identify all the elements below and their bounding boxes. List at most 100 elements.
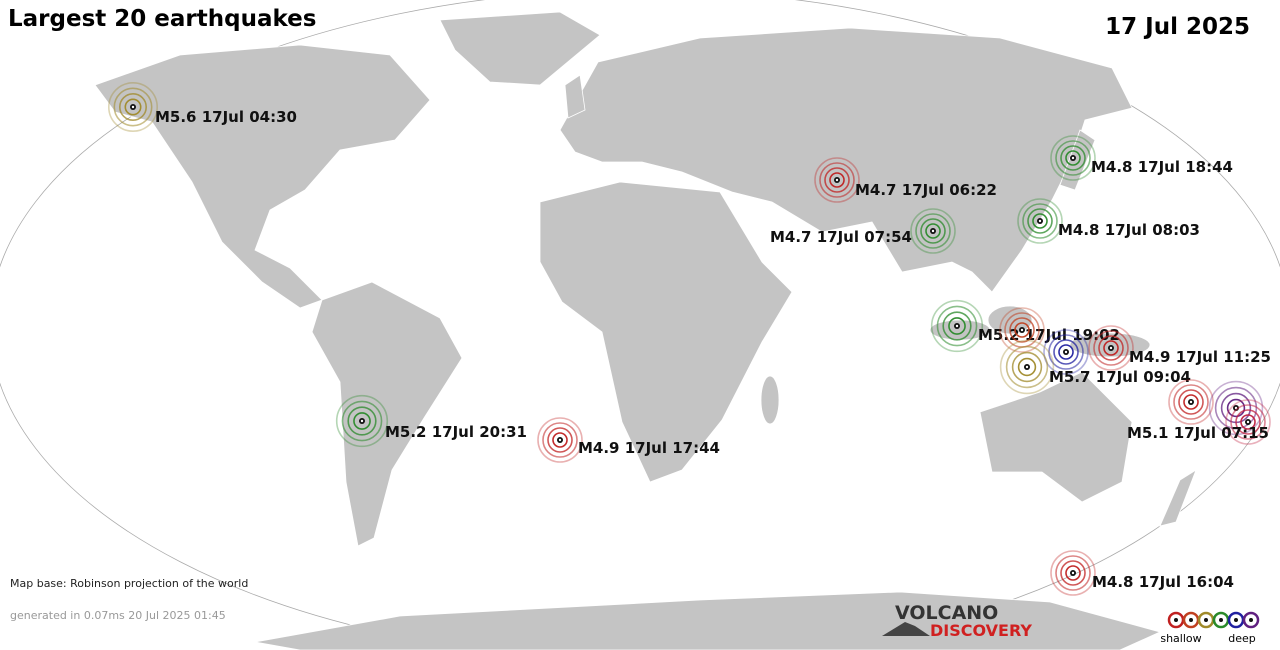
center-dot	[931, 229, 935, 233]
ring	[948, 317, 966, 335]
earthquake-label: M4.8 17Jul 16:04	[1092, 573, 1234, 591]
earthquake-marker	[814, 157, 860, 203]
center-dot	[131, 105, 135, 109]
ring	[124, 98, 142, 116]
ring	[1103, 340, 1119, 356]
ring	[915, 213, 951, 249]
earthquake-marker	[1050, 135, 1096, 181]
earthquake-marker	[1050, 550, 1096, 596]
ring	[1055, 555, 1091, 591]
ring	[1098, 335, 1124, 361]
earthquake-marker	[335, 394, 389, 448]
logo-discovery: DISCOVERY	[930, 621, 1032, 640]
ring	[1240, 414, 1256, 430]
logo-volcano: VOLCANO	[895, 602, 998, 624]
earthquake-marker	[1043, 329, 1089, 375]
ring	[537, 417, 583, 463]
legend-deep: deep	[1228, 632, 1256, 645]
logo-mountain	[882, 622, 930, 636]
earthquake-marker	[930, 299, 984, 353]
ring	[1060, 145, 1086, 171]
center-dot	[558, 438, 562, 442]
earthquake-label: M5.6 17Jul 04:30	[155, 108, 297, 126]
legend-center	[1189, 618, 1193, 622]
legend-center	[1174, 618, 1178, 622]
ring	[829, 172, 845, 188]
ring	[1017, 198, 1063, 244]
generated-note: generated in 0.07ms 20 Jul 2025 01:45	[10, 609, 226, 622]
legend-ring	[1242, 611, 1260, 629]
ring	[1225, 399, 1271, 445]
center-dot	[1064, 350, 1068, 354]
earthquake-label: M4.8 17Jul 18:44	[1091, 158, 1233, 176]
ring	[1065, 565, 1081, 581]
earthquake-marker	[999, 339, 1055, 395]
legend-center	[1219, 618, 1223, 622]
ring	[335, 394, 389, 448]
center-dot	[360, 419, 364, 423]
ring	[347, 406, 377, 436]
ring	[1060, 560, 1086, 586]
ring	[547, 427, 573, 453]
ring	[119, 93, 148, 122]
center-dot	[955, 324, 959, 328]
center-dot	[835, 178, 839, 182]
ring	[1173, 384, 1209, 420]
legend-center	[1204, 618, 1208, 622]
ring	[824, 167, 850, 193]
earthquake-label: M4.9 17Jul 11:25	[1129, 348, 1271, 366]
ring	[920, 218, 946, 244]
earthquake-marker	[910, 208, 956, 254]
earthquake-marker	[1088, 325, 1134, 371]
earthquake-label: M4.8 17Jul 08:03	[1058, 221, 1200, 239]
ring	[113, 87, 153, 127]
earthquake-marker	[537, 417, 583, 463]
ring	[1230, 404, 1266, 440]
earthquake-marker	[1017, 198, 1063, 244]
ring	[1053, 339, 1079, 365]
ring	[353, 412, 371, 430]
ring	[1178, 389, 1204, 415]
ring	[814, 157, 860, 203]
ring	[1027, 208, 1053, 234]
title: Largest 20 earthquakes	[8, 6, 316, 32]
ring	[1009, 317, 1035, 343]
date: 17 Jul 2025	[1105, 14, 1250, 40]
ring	[1065, 150, 1081, 166]
ring	[552, 432, 568, 448]
earthquakes: M5.6 17Jul 04:30 M4.7 17Jul 06:22 M4.8 17J…	[108, 82, 1271, 596]
ring	[1058, 344, 1074, 360]
ring	[910, 208, 956, 254]
legend-center	[1249, 618, 1253, 622]
ring	[1093, 330, 1129, 366]
ring	[341, 400, 383, 442]
ring	[1017, 357, 1037, 377]
earthquake-label: M4.7 17Jul 06:22	[855, 181, 997, 199]
earthquake-label: M5.1 17Jul 07:15	[1127, 424, 1269, 442]
earthquake-marker	[999, 307, 1045, 353]
ring	[1043, 329, 1089, 375]
ring	[1235, 409, 1261, 435]
ring	[542, 422, 578, 458]
ring	[819, 162, 855, 198]
ring	[1226, 398, 1246, 418]
ring	[1168, 379, 1214, 425]
ring	[999, 339, 1055, 395]
ring	[1014, 322, 1030, 338]
ring	[942, 311, 972, 341]
map-base-note: Map base: Robinson projection of the wor…	[10, 577, 248, 590]
ring	[1183, 394, 1199, 410]
earthquake-marker	[1168, 379, 1214, 425]
ring	[999, 307, 1045, 353]
center-dot	[1189, 400, 1193, 404]
center-dot	[1071, 156, 1075, 160]
earthquake-label: M4.7 17Jul 07:54	[770, 228, 912, 246]
legend-center	[1234, 618, 1238, 622]
center-dot	[1025, 365, 1029, 369]
ring	[1055, 140, 1091, 176]
earthquake-marker	[108, 82, 159, 133]
ring	[108, 82, 159, 133]
legend	[1167, 611, 1260, 629]
ring	[1022, 203, 1058, 239]
